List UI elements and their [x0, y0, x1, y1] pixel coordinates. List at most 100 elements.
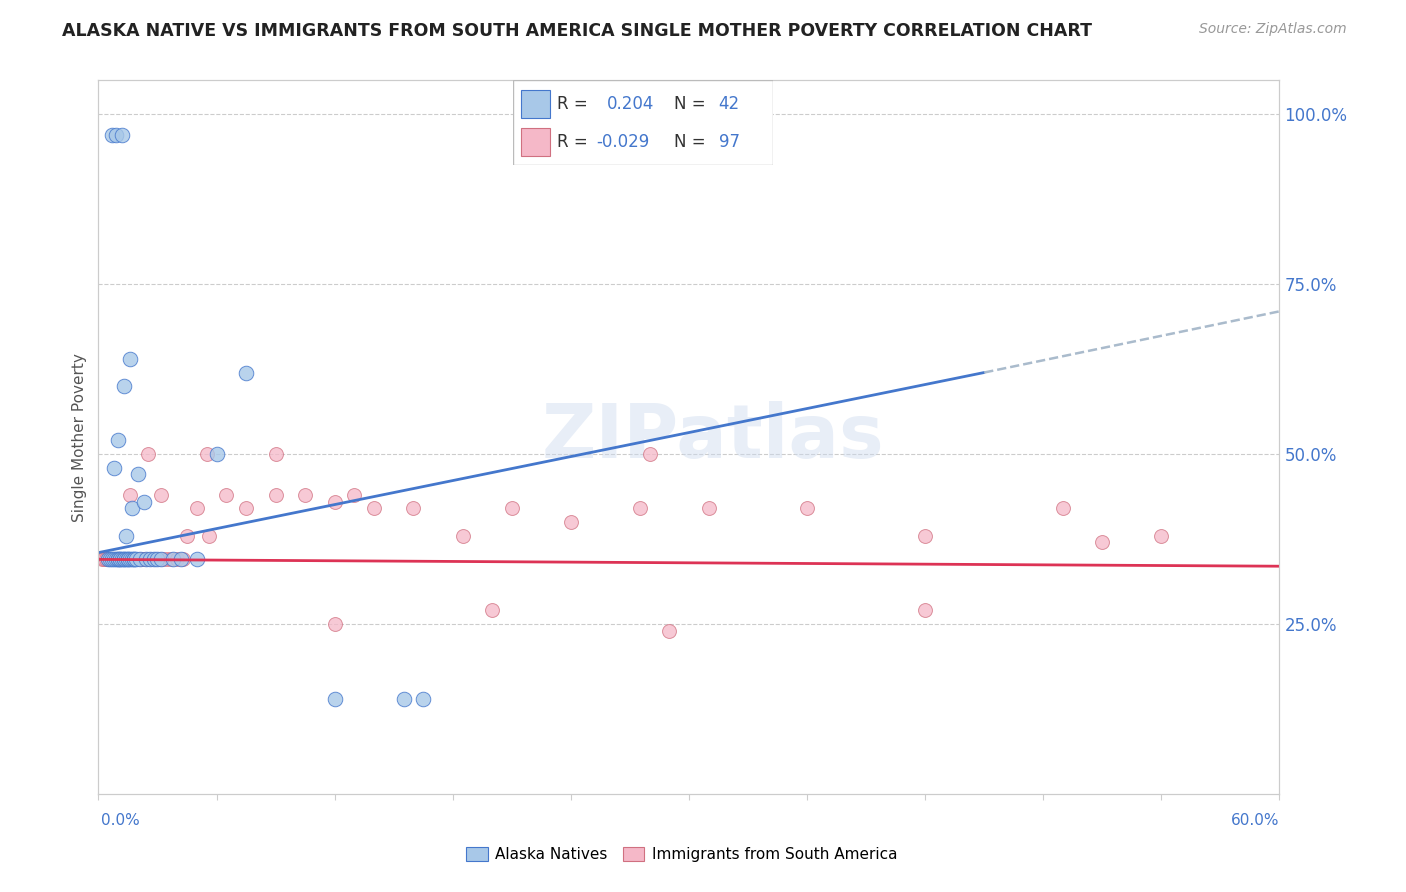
Point [152, 552, 174, 566]
Point [135, 552, 157, 566]
Point [122, 552, 145, 566]
Bar [522, 128, 550, 156]
Point [195, 447, 218, 461]
Point [111, 552, 134, 566]
Point [118, 552, 141, 566]
Point [121, 552, 143, 566]
Point [108, 552, 131, 566]
Point [108, 552, 131, 566]
Point [392, 691, 415, 706]
Point [160, 552, 183, 566]
Point [166, 552, 188, 566]
Point [796, 501, 818, 516]
Point [132, 552, 155, 566]
Point [125, 552, 148, 566]
Point [96, 552, 118, 566]
Point [235, 366, 257, 380]
Point [107, 552, 129, 566]
Point [402, 501, 425, 516]
Point [93, 552, 115, 566]
Point [128, 552, 150, 566]
Point [107, 552, 129, 566]
Text: 0.204: 0.204 [607, 95, 654, 112]
Point [97, 552, 120, 566]
Point [122, 552, 145, 566]
Point [560, 515, 582, 529]
Point [638, 447, 661, 461]
Point [150, 488, 173, 502]
Point [170, 552, 193, 566]
Point [132, 494, 155, 508]
Point [264, 447, 287, 461]
Point [136, 552, 159, 566]
Point [412, 691, 434, 706]
Point [186, 552, 208, 566]
Point [172, 552, 194, 566]
Point [115, 552, 138, 566]
Legend: Alaska Natives, Immigrants from South America: Alaska Natives, Immigrants from South Am… [460, 841, 904, 868]
Point [1091, 535, 1114, 549]
Point [105, 552, 128, 566]
Point [481, 603, 503, 617]
FancyBboxPatch shape [513, 80, 773, 165]
Point [121, 552, 143, 566]
Point [138, 552, 160, 566]
Point [162, 552, 184, 566]
Point [111, 128, 134, 142]
Text: 0.0%: 0.0% [101, 814, 141, 828]
Point [128, 552, 150, 566]
Point [343, 488, 366, 502]
Text: ZIPatlas: ZIPatlas [541, 401, 884, 474]
Point [142, 552, 165, 566]
Point [127, 467, 149, 482]
Point [111, 552, 134, 566]
Point [107, 552, 129, 566]
Point [121, 501, 143, 516]
Point [105, 128, 128, 142]
Point [118, 552, 141, 566]
Point [323, 617, 346, 632]
Point [150, 552, 173, 566]
Point [112, 552, 135, 566]
Point [125, 552, 148, 566]
Text: R =: R = [557, 95, 588, 112]
Point [108, 552, 131, 566]
Text: N =: N = [675, 95, 706, 112]
Point [197, 528, 219, 542]
Point [501, 501, 523, 516]
Point [136, 447, 159, 461]
Text: Source: ZipAtlas.com: Source: ZipAtlas.com [1199, 22, 1347, 37]
Point [117, 552, 139, 566]
Point [914, 528, 936, 542]
Y-axis label: Single Mother Poverty: Single Mother Poverty [72, 352, 87, 522]
Point [135, 552, 157, 566]
Point [697, 501, 720, 516]
Point [117, 552, 139, 566]
Point [103, 552, 125, 566]
Point [111, 552, 134, 566]
Point [363, 501, 385, 516]
Point [98, 552, 121, 566]
Point [103, 460, 125, 475]
Point [215, 488, 238, 502]
Point [146, 552, 169, 566]
Point [105, 552, 128, 566]
Point [91, 552, 114, 566]
Point [128, 552, 150, 566]
Point [235, 501, 257, 516]
Point [118, 552, 141, 566]
Point [264, 488, 287, 502]
Point [138, 552, 160, 566]
Point [112, 552, 135, 566]
Point [108, 552, 131, 566]
Point [112, 552, 135, 566]
Point [115, 552, 138, 566]
Point [451, 528, 474, 542]
Point [112, 552, 135, 566]
Point [658, 624, 681, 638]
Point [107, 552, 129, 566]
Point [98, 552, 121, 566]
Point [146, 552, 169, 566]
Text: N =: N = [675, 133, 706, 151]
Point [115, 552, 138, 566]
